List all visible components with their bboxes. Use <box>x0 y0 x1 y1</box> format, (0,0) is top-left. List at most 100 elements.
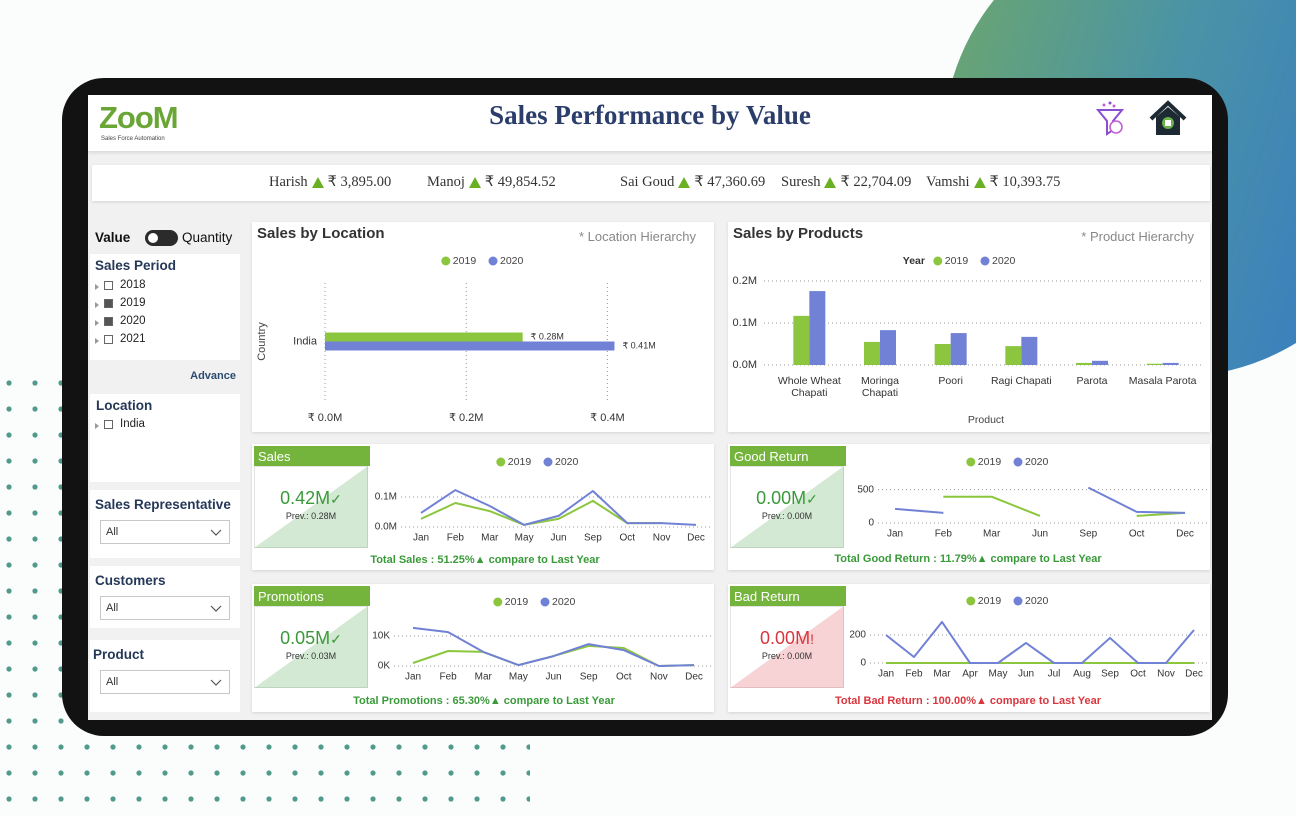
option-label[interactable]: 2018 <box>120 279 146 291</box>
x-tick-label: May <box>515 533 534 544</box>
legend-swatch <box>966 596 976 606</box>
x-tick-label: Aug <box>1073 669 1091 680</box>
option-label[interactable]: 2020 <box>120 315 146 327</box>
rep-sales: ₹ 49,854.52 <box>484 174 556 190</box>
legend-title: Year <box>903 255 925 267</box>
filter-icon[interactable] <box>1094 100 1128 138</box>
legend-swatch <box>496 457 506 467</box>
x-tick-label: Jun <box>550 533 566 544</box>
x-axis-label: Product <box>968 414 1004 426</box>
advance-link[interactable]: Advance <box>190 370 236 382</box>
checkbox[interactable] <box>104 299 113 308</box>
checkbox[interactable] <box>104 420 113 429</box>
x-tick-label: Sep <box>580 672 598 683</box>
legend-swatch <box>966 457 976 467</box>
ticker-item: Harish ₹ 3,895.00 <box>269 174 391 191</box>
x-tick-label: Apr <box>962 669 978 680</box>
dropdown[interactable]: All <box>100 596 230 620</box>
card-box <box>254 466 368 548</box>
kpi-number: 0.42M <box>280 488 331 508</box>
y-tick-label: 0.1M <box>733 317 757 329</box>
legend-swatch <box>543 457 553 467</box>
bar <box>864 341 880 365</box>
legend-label: 2020 <box>552 596 576 608</box>
sales-chart: 0.0M 0.1M Jan Feb Mar May Jun Sep Oct Nov Dec 2019 2… <box>375 456 712 544</box>
kpi-number: 0.00M <box>760 628 811 648</box>
toggle-knob <box>148 233 158 243</box>
value-label: ₹ 0.41M <box>622 340 655 350</box>
x-tick-label: Jan <box>405 672 421 683</box>
expand-arrow[interactable] <box>95 320 99 326</box>
rep-name: Sai Goud <box>620 174 675 190</box>
x-tick-label: Mar <box>933 669 951 680</box>
bar <box>1162 362 1179 365</box>
x-tick-label: ₹ 0.2M <box>449 412 484 424</box>
x-tick-label: May <box>509 672 528 683</box>
y-tick-label: 200 <box>849 630 866 641</box>
bar <box>325 332 523 342</box>
checkbox[interactable] <box>104 335 113 344</box>
x-tick-label: Jun <box>1018 669 1034 680</box>
header <box>88 95 1212 151</box>
legend-label: 2020 <box>555 456 579 468</box>
location-panel <box>252 222 714 432</box>
expand-arrow[interactable] <box>95 423 99 429</box>
y-tick-label: 0 <box>868 518 874 529</box>
x-tick-label: Masala Parota <box>1128 375 1197 387</box>
kpi-value: 0.05M✓ <box>254 628 368 649</box>
dropdown[interactable]: All <box>100 670 230 694</box>
option-label[interactable]: India <box>120 418 145 430</box>
chart-title: Sales by Products <box>733 225 864 242</box>
x-tick-label: Mar <box>481 533 499 544</box>
chevron <box>210 529 222 536</box>
option-label[interactable]: 2019 <box>120 297 146 309</box>
x-tick-label: Ragi Chapati <box>990 375 1052 387</box>
filter-title: Location <box>96 398 153 413</box>
filter-title: Sales Period <box>95 258 177 273</box>
rep-name: Suresh <box>781 174 821 190</box>
x-tick-label: Nov <box>653 533 671 544</box>
checkbox[interactable] <box>104 281 113 290</box>
y-tick-label: 0.0M <box>733 359 757 371</box>
expand-arrow[interactable] <box>95 338 99 344</box>
checkbox[interactable] <box>104 317 113 326</box>
logo-tagline: Sales Force Automation <box>101 136 165 142</box>
dropdown[interactable]: All <box>100 520 230 544</box>
chart-title: Sales by Location <box>257 225 385 242</box>
card-wedge <box>254 606 368 688</box>
line <box>894 486 1186 514</box>
toggle-right: Quantity <box>182 230 233 245</box>
line <box>885 620 1195 664</box>
card-title: Good Return <box>730 446 846 466</box>
legend-swatch <box>441 256 451 266</box>
promotions-chart: 0K 10K Jan Feb Mar May Jun Sep Oct Nov Dec 2019 2020 <box>372 596 712 683</box>
x-tick-label: Jan <box>878 669 894 680</box>
card-background <box>730 466 844 548</box>
ticker-bar <box>92 165 1210 201</box>
home-icon[interactable] <box>1148 100 1188 138</box>
legend-swatch <box>933 256 943 266</box>
option-label[interactable]: 2021 <box>120 333 146 345</box>
bar <box>1076 362 1092 365</box>
kpi-value: 0.42M✓ <box>254 488 368 509</box>
legend-label: 2020 <box>1025 595 1049 607</box>
x-tick-label: Sep <box>1101 669 1119 680</box>
chevron <box>210 605 222 612</box>
legend-label: 2020 <box>500 255 524 267</box>
good-return-chart: 0 500 Jan Feb Mar Jun Sep Oct Dec 2019 2020 <box>857 456 1208 540</box>
x-tick-label: Oct <box>1129 529 1145 540</box>
kpi-indicator: ! <box>810 631 814 647</box>
expand-arrow[interactable] <box>95 302 99 308</box>
x-tick-label: Mar <box>983 529 1001 540</box>
line <box>420 499 662 526</box>
dashboard-title: Sales Performance by Value <box>489 100 811 130</box>
expand-arrow[interactable] <box>95 284 99 290</box>
line <box>412 626 695 667</box>
x-tick-label: Oct <box>1130 669 1146 680</box>
x-tick-label: Jan <box>413 533 429 544</box>
kpi-previous: Prev.: 0.00M <box>761 511 813 521</box>
logo: ZooM <box>99 100 179 135</box>
x-tick-label: Jun <box>545 672 561 683</box>
location-chart: ₹ 0.0M ₹ 0.2M ₹ 0.4M Country India ₹ 0.28M ₹ 0… <box>256 255 656 424</box>
ticker-item: Vamshi ₹ 10,393.75 <box>926 174 1060 191</box>
